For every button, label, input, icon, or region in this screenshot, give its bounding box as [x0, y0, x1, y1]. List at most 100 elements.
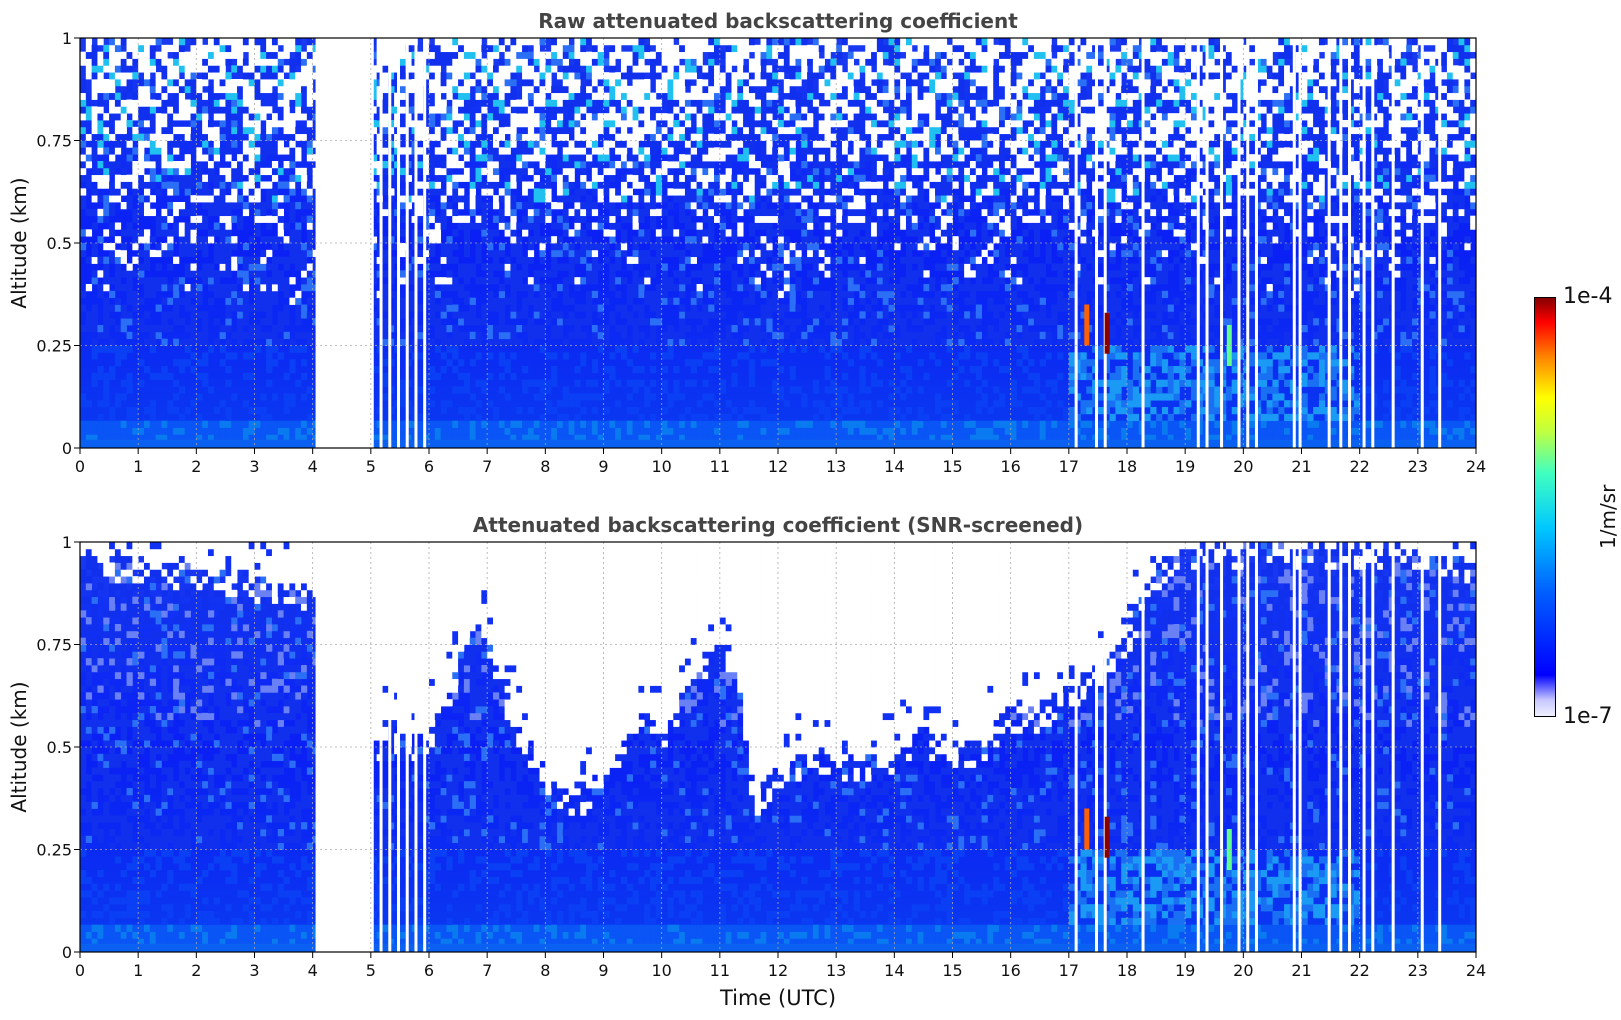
heatmap-cell — [417, 188, 424, 196]
heatmap-cell — [801, 208, 808, 217]
heatmap-cell — [492, 202, 500, 210]
heatmap-cell — [556, 331, 564, 340]
heatmap-cell — [423, 167, 430, 176]
heatmap-cell — [446, 72, 453, 80]
heatmap-cell — [440, 297, 447, 305]
heatmap-cell — [126, 120, 133, 128]
heatmap-cell — [475, 72, 482, 80]
heatmap-cell — [498, 243, 506, 251]
heatmap-cell — [702, 133, 709, 141]
heatmap-cell — [242, 318, 250, 326]
heatmap-cell — [260, 263, 267, 271]
heatmap-cell — [615, 208, 622, 217]
heatmap-cell — [202, 352, 209, 360]
heatmap-cell — [556, 215, 564, 223]
heatmap-cell — [248, 65, 255, 73]
heatmap-cell — [737, 352, 744, 360]
heatmap-cell — [452, 161, 459, 169]
heatmap-cell — [562, 195, 569, 203]
heatmap-cell — [626, 65, 633, 73]
heatmap-cell — [778, 161, 785, 169]
heatmap-cell — [696, 133, 703, 141]
heatmap-cell — [405, 427, 412, 435]
heatmap-cell — [516, 243, 523, 251]
heatmap-cell — [440, 331, 447, 340]
heatmap-cell — [475, 427, 482, 435]
heatmap-cell — [580, 140, 587, 148]
heatmap-cell — [644, 277, 651, 285]
heatmap-cell — [91, 372, 98, 381]
heatmap-cell — [382, 325, 389, 333]
heatmap-cell — [591, 174, 599, 182]
heatmap-cell — [812, 434, 820, 442]
heatmap-cell — [702, 338, 709, 346]
heatmap-cell — [80, 106, 87, 114]
heatmap-cell — [684, 65, 692, 73]
heatmap-cell — [382, 338, 389, 346]
heatmap-cell — [609, 85, 616, 94]
heatmap-cell — [167, 420, 174, 428]
heatmap-cell — [382, 181, 389, 189]
heatmap-cell — [679, 188, 686, 196]
heatmap-cell — [650, 195, 657, 203]
heatmap-cell — [737, 256, 744, 264]
heatmap-cell — [783, 161, 791, 169]
heatmap-cell — [114, 345, 122, 353]
heatmap-cell — [772, 284, 779, 292]
heatmap-cell — [603, 386, 610, 394]
heatmap-cell — [661, 72, 668, 80]
heatmap-cell — [143, 65, 151, 73]
heatmap-cell — [417, 304, 424, 312]
heatmap-cell — [632, 92, 639, 100]
heatmap-cell — [615, 133, 622, 141]
heatmap-cell — [126, 284, 133, 292]
heatmap-cell — [91, 58, 98, 66]
heatmap-cell — [597, 338, 604, 346]
heatmap-cell — [155, 133, 162, 141]
heatmap-cell — [632, 79, 639, 87]
heatmap-cell — [237, 174, 244, 182]
heatmap-cell — [225, 202, 232, 210]
heatmap-cell — [818, 188, 825, 196]
heatmap-cell — [266, 188, 273, 196]
heatmap-cell — [615, 277, 622, 285]
heatmap-cell — [772, 420, 779, 428]
heatmap-cell — [463, 331, 471, 340]
heatmap-cell — [149, 277, 157, 285]
heatmap-cell — [789, 249, 796, 258]
heatmap-cell — [661, 85, 668, 94]
heatmap-cell — [237, 58, 244, 66]
heatmap-cell — [109, 113, 116, 121]
heatmap-cell — [789, 195, 796, 203]
heatmap-cell — [405, 106, 412, 114]
heatmap-cell — [103, 229, 110, 237]
heatmap-cell — [190, 181, 197, 189]
heatmap-cell — [510, 352, 517, 360]
heatmap-cell — [423, 413, 430, 422]
heatmap-cell — [754, 215, 761, 223]
heatmap-cell — [382, 38, 389, 46]
heatmap-cell — [126, 154, 133, 162]
heatmap-cell — [591, 331, 599, 340]
heatmap-cell — [795, 208, 802, 217]
heatmap-cell — [778, 325, 785, 333]
heatmap-cell — [202, 106, 209, 114]
heatmap-cell — [487, 181, 494, 189]
heatmap-cell — [754, 318, 761, 326]
heatmap-cell — [149, 133, 157, 141]
heatmap-cell — [638, 427, 645, 435]
heatmap-cell — [277, 229, 284, 237]
heatmap-cell — [655, 161, 663, 169]
heatmap-cell — [743, 284, 750, 292]
heatmap-cell — [463, 407, 471, 415]
heatmap-cell — [650, 304, 657, 312]
heatmap-cell — [533, 72, 540, 80]
heatmap-cell — [277, 208, 284, 217]
heatmap-cell — [219, 229, 226, 237]
heatmap-cell — [708, 147, 715, 155]
heatmap-cell — [562, 92, 569, 100]
heatmap-cell — [632, 379, 639, 387]
heatmap-cell — [667, 120, 674, 128]
heatmap-cell — [772, 161, 779, 169]
heatmap-cell — [492, 113, 500, 121]
